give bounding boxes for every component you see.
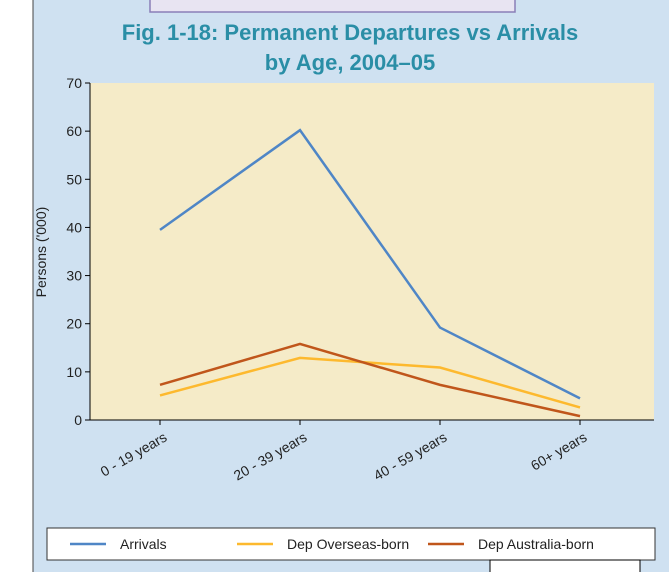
y-tick-label: 30 [66, 268, 82, 284]
y-tick-label: 10 [66, 364, 82, 380]
footer-box [489, 559, 641, 572]
y-tick-label: 40 [66, 219, 82, 235]
series-line [159, 128, 581, 400]
y-tick-label: 0 [74, 412, 82, 428]
plot-area [90, 83, 654, 420]
y-tick-label: 70 [66, 75, 82, 91]
y-tick-label: 20 [66, 316, 82, 332]
series-line [159, 342, 581, 418]
y-tick-label: 50 [66, 171, 82, 187]
y-tick-label: 60 [66, 123, 82, 139]
legend-label: Dep Australia-born [478, 536, 594, 552]
legend-label: Dep Overseas-born [287, 536, 409, 552]
legend-label: Arrivals [120, 536, 167, 552]
chart-title: Fig. 1-18: Permanent Departures vs Arriv… [122, 20, 578, 45]
legend-box [46, 527, 656, 561]
series-line [159, 356, 581, 409]
header-tab [149, 0, 516, 13]
chart-subtitle: by Age, 2004–05 [265, 50, 435, 75]
y-axis-label: Persons ('000) [33, 207, 49, 298]
